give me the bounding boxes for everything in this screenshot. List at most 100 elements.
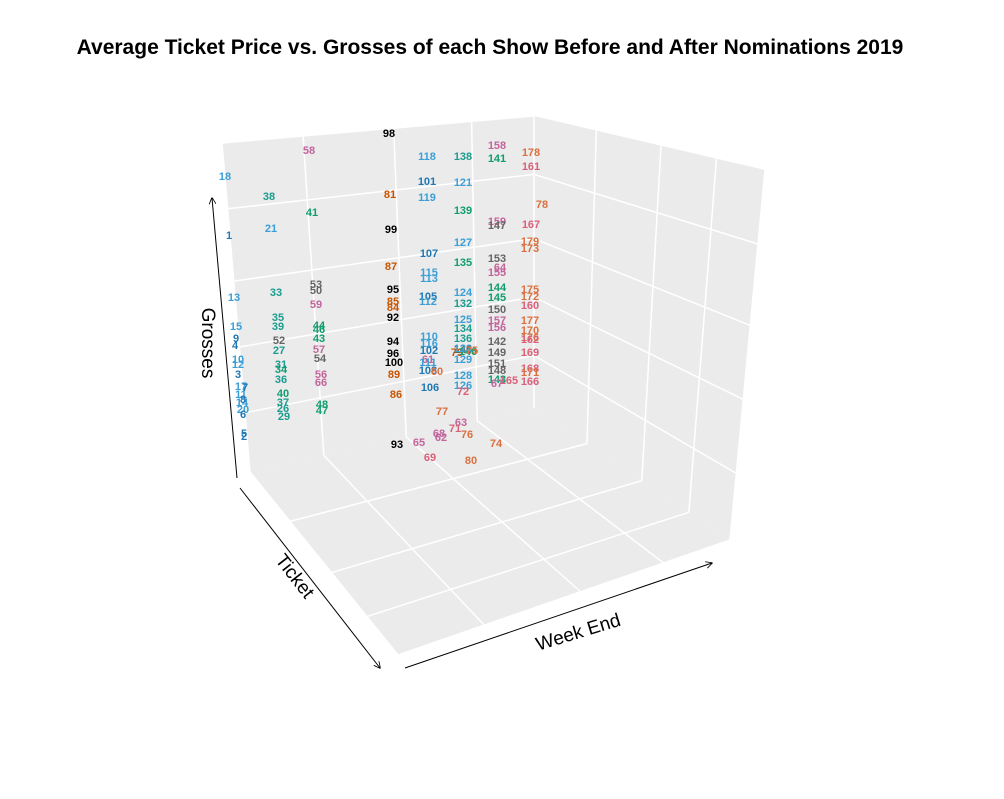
data-point-label: 116	[420, 338, 438, 350]
data-point-label: 29	[278, 411, 290, 423]
data-point-label: 27	[273, 345, 285, 357]
grid-line	[289, 442, 588, 523]
data-point-label: 65	[413, 437, 425, 449]
data-point-label: 92	[387, 312, 399, 324]
grid-line	[641, 145, 662, 481]
data-point-label: 57	[313, 344, 325, 356]
data-point-label: 93	[391, 439, 403, 451]
data-point-label: 102	[420, 345, 438, 357]
data-point-label: 67	[491, 378, 503, 390]
data-point-label: 167	[522, 219, 540, 231]
data-point-label: 8	[240, 394, 246, 406]
data-point-label: 26	[277, 403, 289, 415]
chart-title: Average Ticket Price vs. Grosses of each…	[76, 36, 904, 59]
data-point-label: 148	[488, 365, 506, 377]
week-end-axis-line	[404, 563, 712, 669]
grid-line	[227, 173, 535, 210]
grid-line	[586, 130, 598, 444]
data-point-label: 4	[232, 340, 239, 352]
data-point-label: 105	[419, 291, 437, 303]
data-point-label: 71	[449, 423, 461, 435]
data-point-label: 38	[263, 191, 275, 203]
data-point-label: 107	[420, 248, 438, 260]
data-point-label: 10	[232, 354, 244, 366]
grid-line	[302, 135, 325, 456]
data-point-label: 76	[461, 429, 473, 441]
data-point-label: 79	[451, 347, 463, 359]
data-point-label: 52	[273, 335, 285, 347]
data-point-label: 124	[454, 287, 473, 299]
grid-line	[366, 511, 690, 618]
data-point-label: 127	[454, 237, 472, 249]
data-point-label: 155	[488, 267, 506, 279]
data-point-label: 134	[454, 323, 473, 335]
data-point-label: 35	[272, 312, 284, 324]
data-point-label: 43	[313, 333, 325, 345]
grid-line	[239, 296, 535, 348]
data-point-label: 54	[314, 353, 327, 365]
data-point-label: 165	[500, 375, 518, 387]
data-point-label: 1	[226, 230, 232, 242]
data-point-label: 77	[436, 406, 448, 418]
data-point-label: 17	[235, 381, 247, 393]
data-point-label: 56	[315, 369, 327, 381]
grid-line	[688, 158, 718, 513]
data-point-label: 7	[242, 382, 248, 394]
data-point-label: 6	[240, 409, 246, 421]
data-point-label: 74	[490, 438, 503, 450]
data-point-label: 94	[387, 336, 400, 348]
grid-line	[233, 237, 535, 282]
data-point-label: 5	[241, 428, 247, 440]
data-point-label: 126	[454, 380, 472, 392]
grid-line	[249, 471, 399, 656]
data-point-label: 135	[454, 257, 472, 269]
data-point-label: 2	[241, 431, 247, 443]
data-point-label: 21	[265, 223, 277, 235]
data-point-label: 11	[235, 389, 247, 401]
grid-line	[244, 354, 535, 414]
data-point-label: 169	[521, 347, 539, 359]
data-point-label: 153	[488, 253, 506, 265]
data-point-label: 112	[419, 296, 437, 308]
data-point-label: 89	[388, 369, 400, 381]
data-point-label: 72	[457, 386, 469, 398]
data-point-label: 53	[310, 279, 322, 291]
grid-line	[331, 479, 643, 574]
data-point-label: 100	[385, 357, 403, 369]
data-point-label: 47	[316, 405, 328, 417]
data-point-label: 13	[228, 292, 240, 304]
data-point-label: 166	[521, 376, 539, 388]
data-point-label: 132	[454, 298, 472, 310]
back-wall-panel	[222, 116, 534, 472]
data-point-label: 129	[454, 354, 472, 366]
data-point-label: 62	[435, 432, 447, 444]
data-point-label: 151	[488, 358, 506, 370]
data-point-label: 15	[230, 321, 242, 333]
data-point-label: 147	[488, 220, 506, 232]
grid-line	[729, 169, 766, 541]
data-point-label: 118	[418, 151, 436, 163]
data-point-label: 50	[310, 285, 322, 297]
data-point-label: 12	[232, 359, 244, 371]
data-point-label: 37	[277, 397, 289, 409]
grid-line	[533, 354, 737, 475]
data-point-label: 156	[488, 322, 506, 334]
data-point-label: 68	[433, 428, 445, 440]
data-point-label: 113	[420, 273, 438, 285]
grid-line	[397, 539, 731, 656]
data-point-label: 81	[384, 189, 396, 201]
grid-line	[476, 420, 665, 564]
x-axis-label: Week End	[534, 610, 624, 656]
data-point-label: 85	[387, 296, 399, 308]
grid-line	[405, 436, 582, 593]
data-point-label: 178	[522, 147, 540, 159]
data-point-label: 40	[277, 388, 289, 400]
data-point-label: 128	[454, 370, 472, 382]
data-point-label: 87	[385, 261, 397, 273]
data-point-label: 66	[315, 377, 327, 389]
data-point-label: 138	[454, 151, 472, 163]
data-point-label: 143	[488, 374, 506, 386]
data-point-label: 18	[219, 171, 231, 183]
data-point-label: 80	[465, 455, 477, 467]
